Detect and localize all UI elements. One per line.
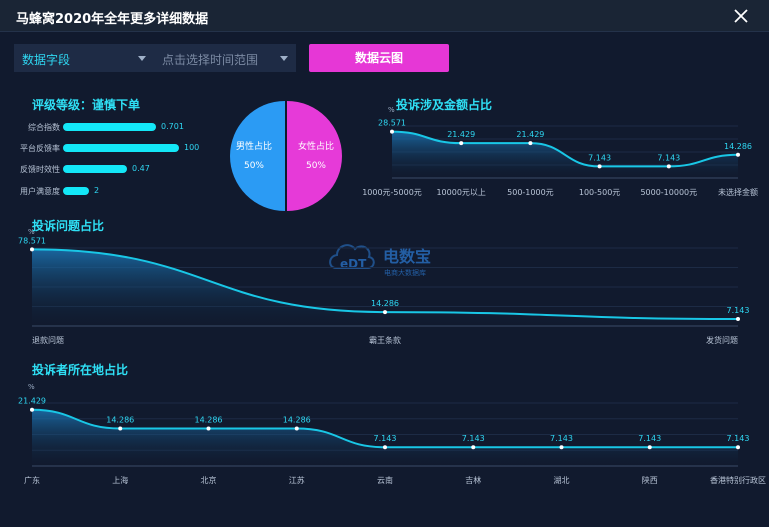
x-tick-label: 10000元以上 xyxy=(436,188,485,197)
rating-label: 平台反馈率 xyxy=(20,144,60,153)
amount-area-chart: % 28.571 1000元-5000元 21.429 10000元以上 21.429 50… xyxy=(362,106,758,197)
watermark-tagline: 电商大数据库 xyxy=(384,268,426,277)
data-point xyxy=(30,247,34,252)
data-label: 7.143 xyxy=(657,153,680,162)
data-point xyxy=(118,426,123,431)
area-fill xyxy=(32,409,738,466)
unit-label: % xyxy=(28,383,35,391)
field-select[interactable]: 数据字段 xyxy=(14,44,154,72)
rating-bar xyxy=(63,187,89,195)
data-label: 78.571 xyxy=(18,236,46,245)
female-ratio-label: 女性占比 xyxy=(298,140,334,152)
male-ratio-label: 男性占比 xyxy=(236,140,272,152)
data-point xyxy=(736,445,740,450)
chart-title: 投诉涉及金额占比 xyxy=(396,98,493,112)
x-tick-label: 香港特别行政区 xyxy=(710,475,766,485)
data-label: 7.143 xyxy=(638,434,661,443)
data-point xyxy=(666,164,671,169)
close-icon[interactable] xyxy=(731,6,751,26)
male-ratio-value: 50% xyxy=(244,161,264,171)
chart-title: 投诉问题占比 xyxy=(32,219,105,233)
data-point xyxy=(597,164,602,169)
watermark-brand: 电数宝 xyxy=(383,247,431,266)
issue-area-chart: %78.571 退款问题 14.286 霸王条款 7.143 发货问题 xyxy=(18,228,750,345)
x-tick-label: 发货问题 xyxy=(706,335,738,345)
data-point xyxy=(206,426,211,431)
data-label: 7.143 xyxy=(588,153,611,162)
x-tick-label: 500-1000元 xyxy=(507,188,554,197)
x-tick-label: 陕西 xyxy=(642,475,658,485)
data-point xyxy=(390,129,394,134)
x-tick-label: 退款问题 xyxy=(32,335,64,345)
data-point xyxy=(383,310,387,315)
x-tick-label: 云南 xyxy=(377,475,393,485)
data-label: 14.286 xyxy=(106,415,134,424)
data-cloud-button[interactable]: 数据云图 xyxy=(309,44,449,72)
unit-label: % xyxy=(28,228,35,236)
x-tick-label: 广东 xyxy=(24,475,40,485)
x-tick-label: 江苏 xyxy=(289,475,305,485)
data-point xyxy=(647,445,652,450)
female-ratio-value: 50% xyxy=(306,161,326,171)
x-tick-label: 北京 xyxy=(201,475,217,485)
data-label: 21.429 xyxy=(516,130,544,139)
rating-bar xyxy=(63,165,127,173)
data-label: 14.286 xyxy=(724,142,752,151)
x-tick-label: 1000元-5000元 xyxy=(362,188,422,197)
data-point xyxy=(528,141,533,146)
data-label: 28.571 xyxy=(378,119,406,128)
time-range-select[interactable]: 点击选择时间范围 xyxy=(154,44,296,72)
rating-value: 2 xyxy=(94,186,100,195)
rating-value: 0.47 xyxy=(132,164,150,173)
data-label: 7.143 xyxy=(462,434,485,443)
data-label: 7.143 xyxy=(727,306,750,315)
chevron-down-icon xyxy=(138,56,146,61)
pie-slice-male xyxy=(230,101,285,211)
data-point xyxy=(559,445,564,450)
data-label: 7.143 xyxy=(727,434,750,443)
data-label: 21.429 xyxy=(447,130,475,139)
data-label: 14.286 xyxy=(195,415,223,424)
rating-value: 0.701 xyxy=(161,122,184,131)
data-point xyxy=(383,445,387,450)
data-label: 21.429 xyxy=(18,397,46,406)
rating-label: 反馈时效性 xyxy=(20,165,60,174)
rating-label: 用户满意度 xyxy=(20,187,60,196)
data-point xyxy=(471,445,476,450)
data-label: 7.143 xyxy=(374,434,397,443)
title-bar: 马蜂窝2020年全年更多详细数据 xyxy=(0,0,769,32)
x-tick-label: 5000-10000元 xyxy=(640,188,697,197)
rating-label: 综合指数 xyxy=(28,123,60,132)
rating-bar xyxy=(63,144,179,152)
data-label: 14.286 xyxy=(371,299,399,308)
x-tick-label: 上海 xyxy=(112,475,128,485)
unit-label: % xyxy=(388,106,395,114)
data-point xyxy=(459,141,464,146)
x-tick-label: 霸王条款 xyxy=(369,335,401,345)
data-label: 7.143 xyxy=(550,434,573,443)
data-label: 14.286 xyxy=(283,415,311,424)
series-line xyxy=(391,130,739,168)
x-tick-label: 吉林 xyxy=(465,475,481,485)
data-point xyxy=(736,317,740,322)
gender-pie-chart: 男性占比 50% 女性占比 50% xyxy=(230,101,342,211)
pie-slice-female xyxy=(287,101,342,211)
data-point xyxy=(30,407,34,412)
rating-title: 评级等级：谨慎下单 xyxy=(32,98,141,112)
time-range-placeholder: 点击选择时间范围 xyxy=(162,53,259,67)
chart-title: 投诉者所在地占比 xyxy=(32,363,129,377)
field-select-value: 数据字段 xyxy=(22,53,71,67)
x-tick-label: 未选择金额 xyxy=(718,187,758,197)
x-tick-label: 湖北 xyxy=(554,476,570,485)
x-tick-label: 100-500元 xyxy=(579,188,620,197)
region-area-chart: % 21.429 广东 14.286 上海 14.286 北京 14.286 江苏 7.143 云南… xyxy=(18,383,766,485)
rating-bar xyxy=(63,123,156,131)
chevron-down-icon xyxy=(280,56,288,61)
rating-value: 100 xyxy=(184,143,200,152)
data-point xyxy=(294,426,299,431)
data-point xyxy=(736,152,740,157)
window-title: 马蜂窝2020年全年更多详细数据 xyxy=(16,12,209,27)
area-fill xyxy=(32,249,738,326)
